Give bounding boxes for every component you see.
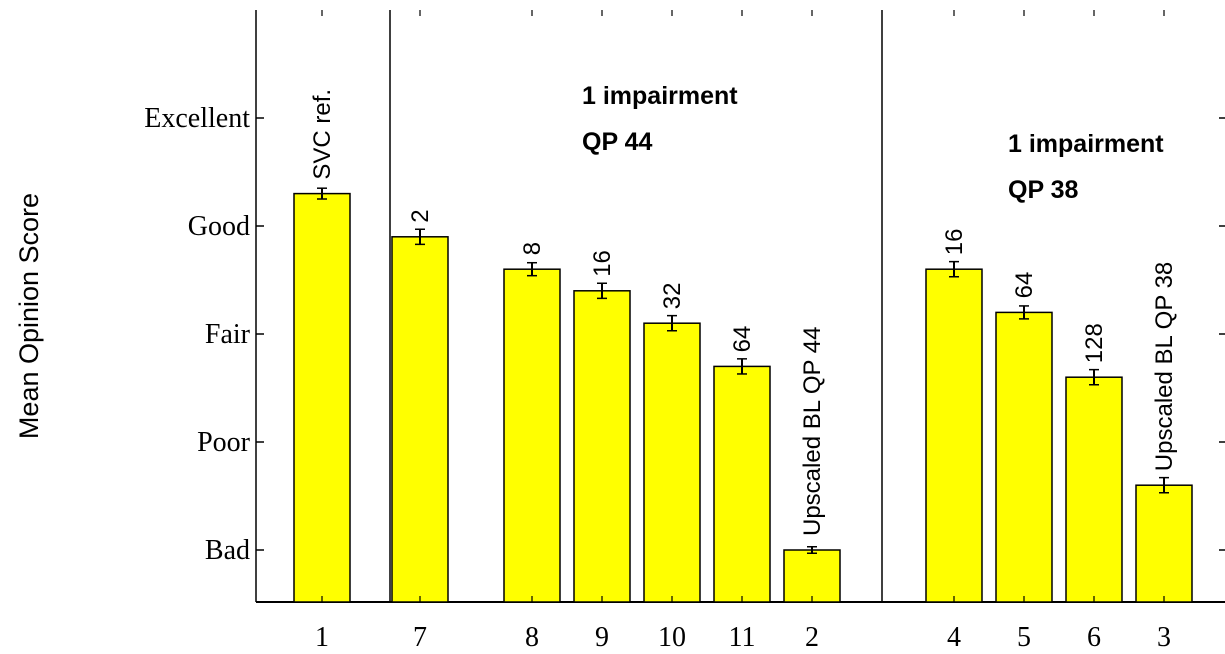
y-tick-label: Bad xyxy=(205,535,250,566)
group-annotation-2-line2: QP 38 xyxy=(1008,176,1079,204)
x-tick-label: 5 xyxy=(1017,622,1031,653)
bar xyxy=(391,236,449,603)
x-tick-label: 9 xyxy=(595,622,609,653)
error-bar xyxy=(737,358,747,375)
error-bar xyxy=(597,282,607,300)
error-bar xyxy=(807,546,817,554)
bar-label: Upscaled BL QP 38 xyxy=(1151,262,1178,471)
bar xyxy=(1065,376,1123,603)
x-tick-label: 8 xyxy=(525,622,539,653)
x-ticks: 1 7 8 9 10 11 2 4 5 6 3 xyxy=(315,10,1171,653)
error-bar xyxy=(1089,368,1099,386)
group-separators xyxy=(389,10,883,602)
bar-label: 2 xyxy=(407,209,434,222)
bar xyxy=(293,192,351,603)
y-axis-label: Mean Opinion Score xyxy=(14,193,44,439)
bar-label: 16 xyxy=(941,228,968,255)
bar-labels: SVC ref. 2 8 16 32 64 Upscaled BL QP 44 16 64 128… xyxy=(309,89,1178,536)
error-bar xyxy=(667,314,677,332)
error-bar xyxy=(415,228,425,246)
bar-label: 32 xyxy=(659,282,686,309)
y-tick-label: Fair xyxy=(205,319,251,350)
group-annotation-1-line1: 1 impairment xyxy=(582,82,738,110)
error-bar xyxy=(1159,476,1169,494)
bar-label: Upscaled BL QP 44 xyxy=(799,327,826,536)
bar-label: 64 xyxy=(1011,272,1038,299)
bar xyxy=(643,322,701,603)
bar-label: 64 xyxy=(729,326,756,353)
x-tick-label: 7 xyxy=(413,622,427,653)
bar xyxy=(925,268,983,603)
x-tick-label: 1 xyxy=(315,622,329,653)
bar xyxy=(713,365,771,603)
x-tick-label: 4 xyxy=(947,622,961,653)
bar-label: SVC ref. xyxy=(309,89,336,180)
x-tick-label: 6 xyxy=(1087,622,1101,653)
error-bar xyxy=(317,187,327,200)
bar-label: 8 xyxy=(519,242,546,255)
group-annotation-1-line2: QP 44 xyxy=(582,128,653,156)
bar-label: 16 xyxy=(589,250,616,277)
x-tick-label: 11 xyxy=(729,622,756,653)
error-bar xyxy=(527,261,537,277)
error-bar xyxy=(1019,305,1029,320)
y-tick-label: Poor xyxy=(197,427,251,458)
group-annotation-2-line1: 1 impairment xyxy=(1008,130,1164,158)
bar xyxy=(573,290,631,603)
y-tick-label: Good xyxy=(188,211,250,242)
x-tick-label: 10 xyxy=(658,622,686,653)
error-bar xyxy=(949,260,959,278)
bar-label: 128 xyxy=(1081,323,1108,363)
bar xyxy=(503,268,561,603)
bar xyxy=(995,311,1053,603)
bars xyxy=(293,187,1193,603)
y-ticks: Bad Poor Fair Good Excellent xyxy=(144,103,1225,566)
y-tick-label: Excellent xyxy=(144,103,250,134)
bar xyxy=(783,549,841,603)
bar xyxy=(1135,484,1193,603)
x-tick-label: 2 xyxy=(805,622,819,653)
x-tick-label: 3 xyxy=(1157,622,1171,653)
